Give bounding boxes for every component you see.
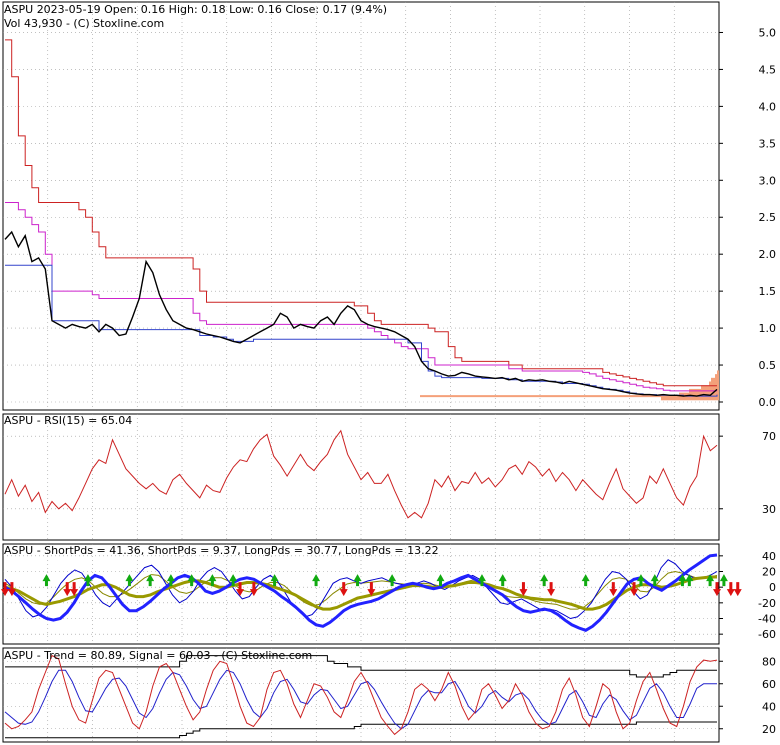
y-tick-label: 4.5 bbox=[759, 63, 777, 76]
sell-arrow-icon bbox=[70, 582, 79, 597]
sell-arrow-icon bbox=[1, 582, 9, 597]
buy-arrow-icon bbox=[498, 574, 507, 587]
signal-line bbox=[4, 669, 717, 730]
trend-band-upper bbox=[5, 655, 717, 678]
buy-arrow-icon bbox=[312, 574, 321, 587]
buy-arrow-icon bbox=[719, 574, 728, 587]
price-panel-title: ASPU 2023-05-19 Open: 0.16 High: 0.18 Lo… bbox=[4, 3, 387, 16]
buy-arrow-icon bbox=[685, 574, 694, 587]
y-tick-label: 1.0 bbox=[759, 322, 777, 335]
sell-arrow-icon bbox=[7, 582, 16, 597]
sell-arrow-icon bbox=[630, 582, 639, 597]
y-tick-label: 80 bbox=[762, 655, 776, 668]
y-tick-label: -20 bbox=[758, 597, 776, 610]
buy-arrow-icon bbox=[650, 574, 659, 587]
y-tick-label: 0.5 bbox=[759, 359, 777, 372]
volume-label: Vol 43,930 - (C) Stoxline.com bbox=[4, 17, 164, 30]
y-tick-label: 2.0 bbox=[759, 248, 777, 261]
y-tick-label: 30 bbox=[762, 503, 776, 516]
y-tick-label: -60 bbox=[758, 628, 776, 641]
sell-arrow-icon bbox=[519, 582, 528, 597]
sell-arrow-icon bbox=[547, 582, 556, 597]
y-tick-label: 20 bbox=[762, 566, 776, 579]
buy-arrow-icon bbox=[436, 574, 445, 587]
buy-arrow-icon bbox=[83, 574, 92, 587]
sell-arrow-icon bbox=[339, 582, 348, 597]
volume-profile-bar bbox=[715, 374, 719, 379]
y-tick-label: 40 bbox=[762, 700, 776, 713]
y-tick-label: 70 bbox=[762, 430, 776, 443]
y-tick-label: 5.0 bbox=[759, 26, 777, 39]
buy-arrow-icon bbox=[270, 574, 279, 587]
sell-arrow-icon bbox=[713, 582, 721, 597]
buy-arrow-icon bbox=[636, 574, 645, 587]
y-tick-label: 0 bbox=[769, 581, 776, 594]
volume-profile-bar bbox=[701, 385, 719, 390]
y-tick-label: 1.5 bbox=[759, 285, 777, 298]
sell-arrow-icon bbox=[733, 582, 742, 597]
buy-arrow-icon bbox=[388, 574, 397, 587]
buy-arrow-icon bbox=[187, 574, 196, 587]
buy-arrow-icon bbox=[208, 574, 217, 587]
volume-profile-bar bbox=[679, 392, 719, 397]
sell-arrow-icon bbox=[726, 582, 735, 597]
buy-arrow-icon bbox=[706, 574, 715, 587]
y-tick-label: 20 bbox=[762, 723, 776, 736]
sell-arrow-icon bbox=[609, 582, 618, 597]
trend-band-lower bbox=[5, 721, 717, 739]
y-tick-label: 4.0 bbox=[759, 100, 777, 113]
y-tick-label: 0.0 bbox=[759, 396, 777, 409]
pds-panel-title: ASPU - ShortPds = 41.36, ShortPds = 9.37… bbox=[4, 544, 439, 557]
sell-arrow-icon bbox=[63, 582, 72, 597]
y-tick-label: 2.5 bbox=[759, 211, 777, 224]
mid-channel-line bbox=[5, 202, 717, 392]
upper-channel-line bbox=[5, 39, 717, 387]
long-slow-line bbox=[4, 575, 717, 611]
volume-profile-bar bbox=[711, 377, 719, 382]
y-tick-label: 3.0 bbox=[759, 174, 777, 187]
buy-arrow-icon bbox=[678, 574, 687, 587]
trend-panel-title: ASPU - Trend = 80.89, Signal = 60.03 - (… bbox=[4, 649, 312, 662]
buy-arrow-icon bbox=[477, 574, 486, 587]
y-tick-label: 60 bbox=[762, 678, 776, 691]
price-line bbox=[4, 230, 718, 397]
buy-arrow-icon bbox=[146, 574, 155, 587]
y-tick-label: 3.5 bbox=[759, 137, 777, 150]
rsi-line bbox=[4, 429, 718, 519]
rsi-panel-title: ASPU - RSI(15) = 65.04 bbox=[4, 414, 132, 427]
buy-arrow-icon bbox=[353, 574, 362, 587]
y-tick-label: 40 bbox=[762, 550, 776, 563]
long-fast-line bbox=[4, 553, 718, 632]
buy-arrow-icon bbox=[540, 574, 549, 587]
trend-line bbox=[4, 654, 718, 736]
buy-arrow-icon bbox=[42, 574, 51, 587]
sell-arrow-icon bbox=[236, 582, 245, 597]
y-tick-label: -40 bbox=[758, 613, 776, 626]
buy-arrow-icon bbox=[166, 574, 175, 587]
panel-frame-2 bbox=[2, 413, 720, 541]
sell-arrow-icon bbox=[367, 582, 376, 597]
buy-arrow-icon bbox=[229, 574, 238, 587]
volume-profile-bar bbox=[717, 370, 719, 375]
buy-arrow-icon bbox=[125, 574, 134, 587]
volume-profile-bar bbox=[661, 396, 719, 401]
sell-arrow-icon bbox=[249, 582, 258, 597]
buy-arrow-icon bbox=[581, 574, 590, 587]
volume-profile-bar bbox=[709, 381, 719, 386]
